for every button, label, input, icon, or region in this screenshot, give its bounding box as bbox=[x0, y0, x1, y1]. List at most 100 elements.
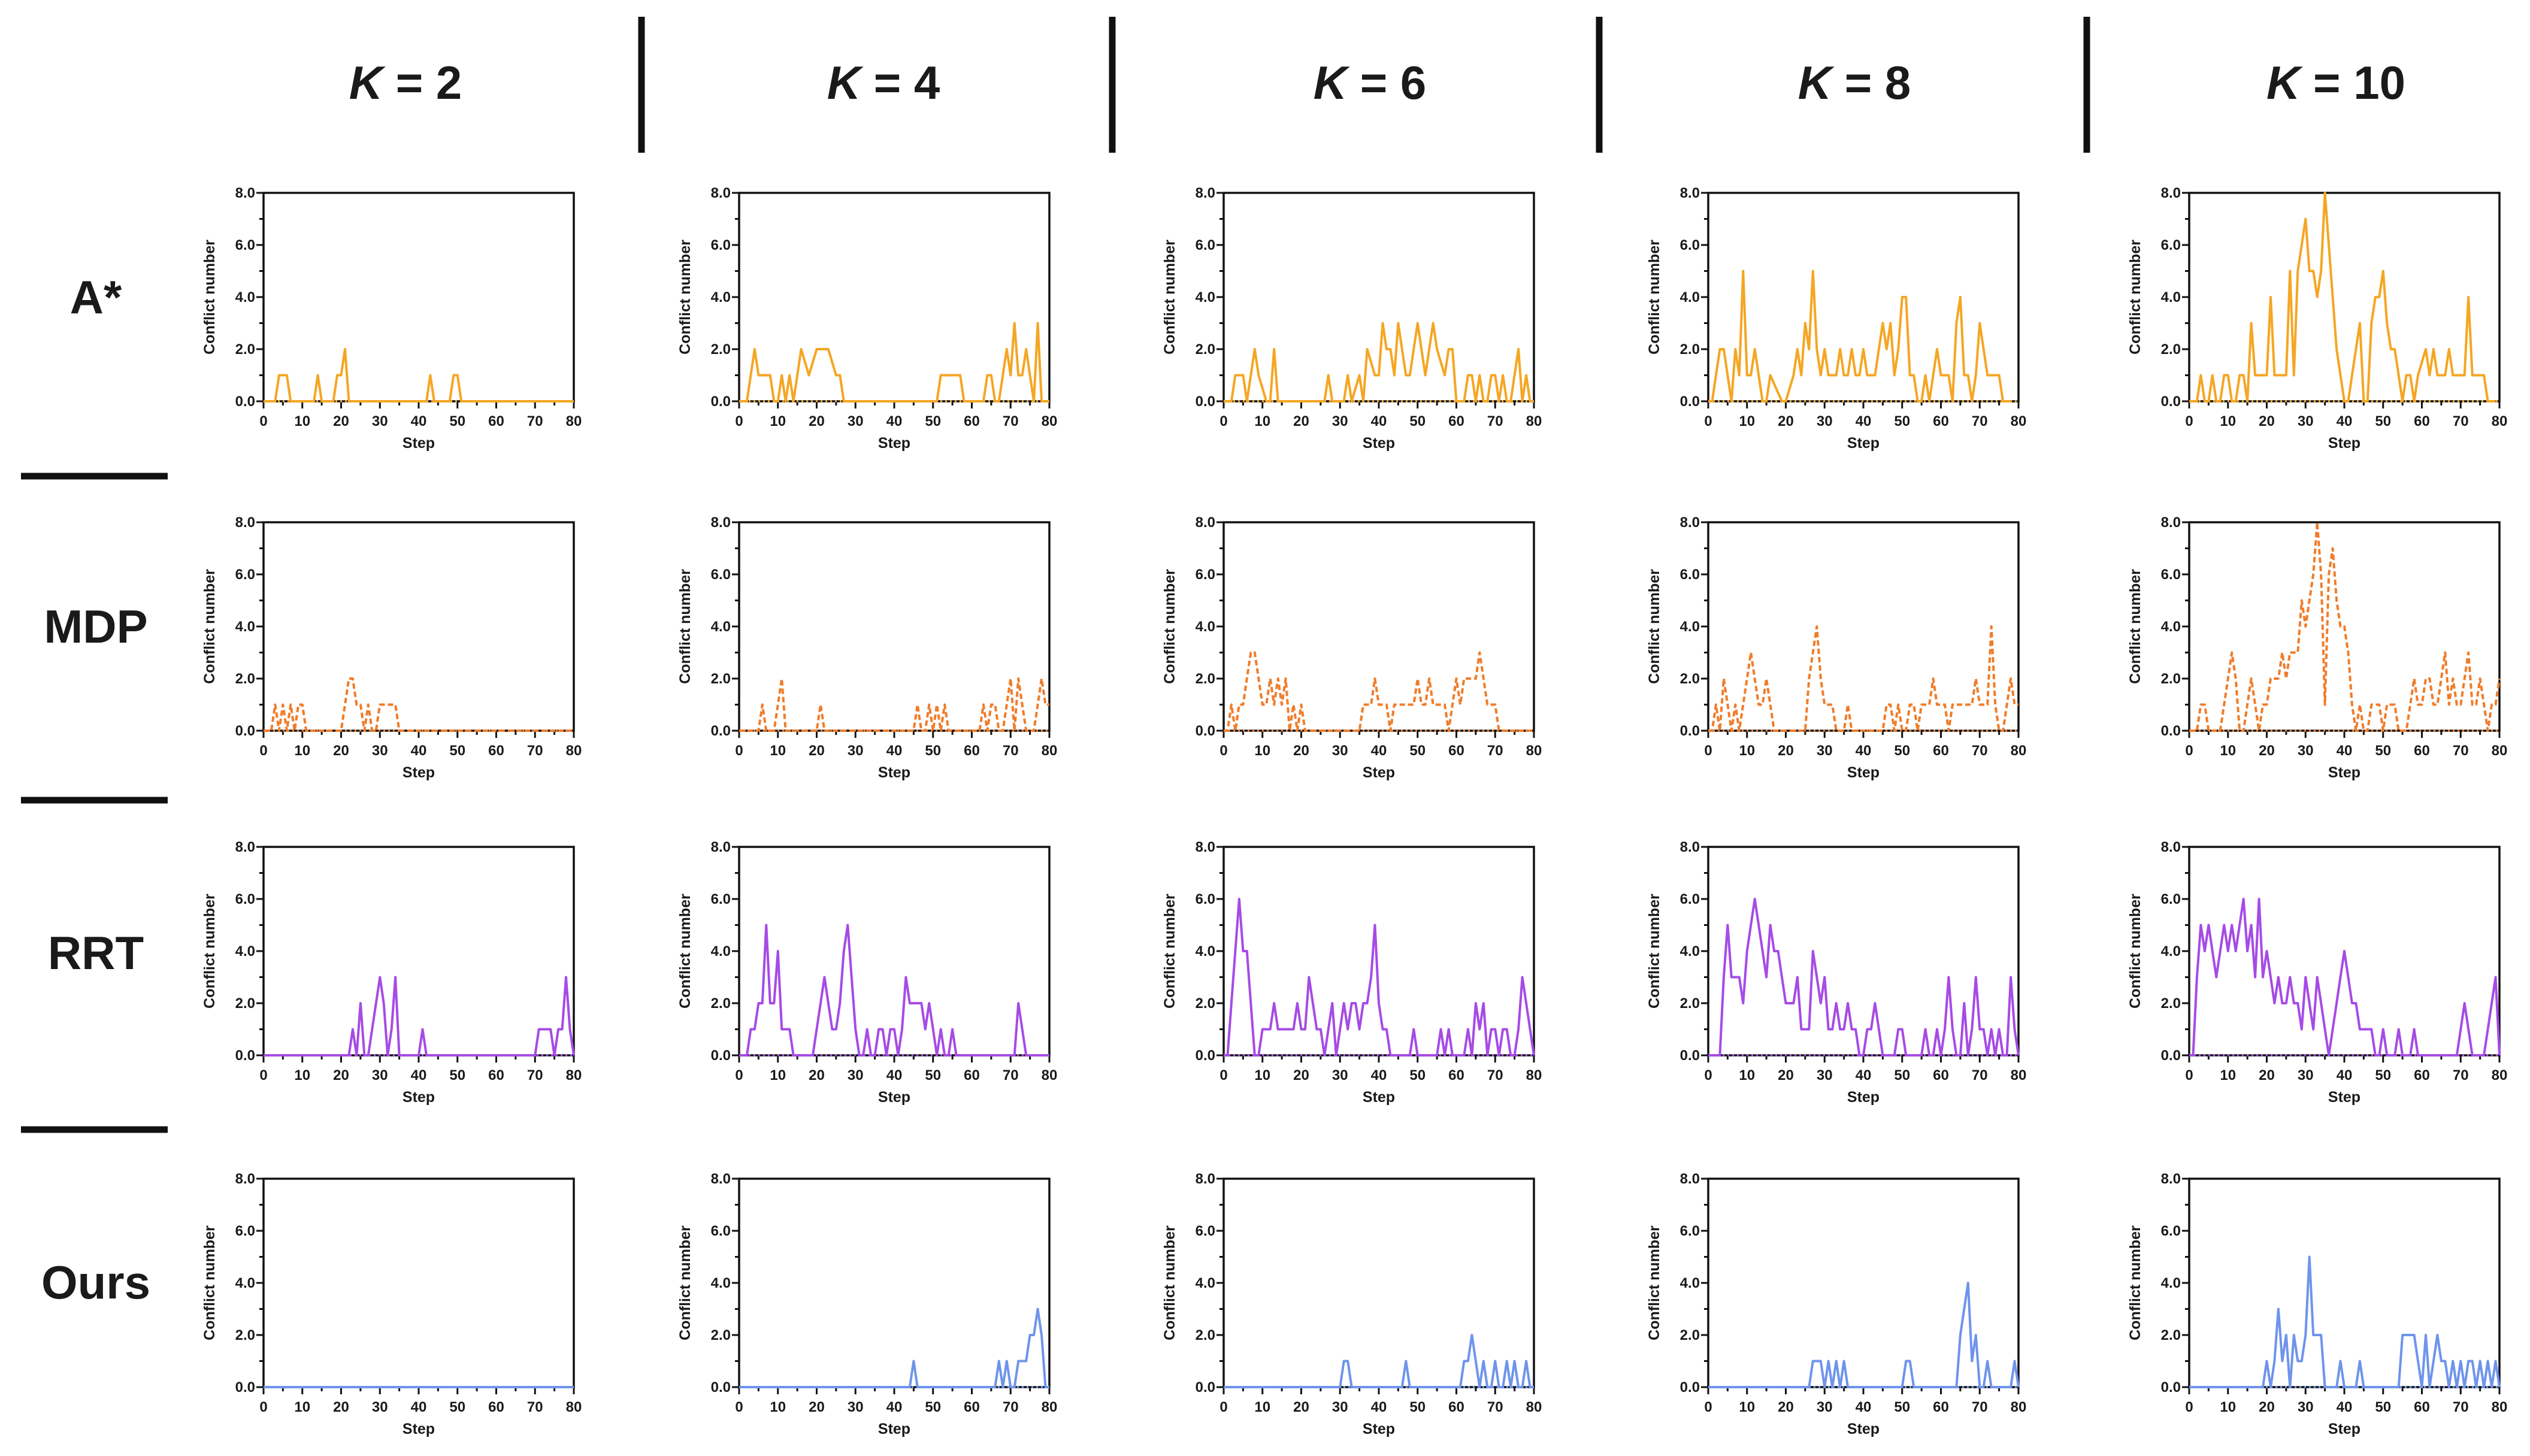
y-tick-label: 0.0 bbox=[1196, 1048, 1215, 1064]
column-header-variable: K bbox=[2266, 56, 2304, 109]
y-tick-label: 2.0 bbox=[235, 995, 255, 1012]
x-tick-label: 60 bbox=[1933, 743, 1949, 759]
x-tick-label: 50 bbox=[449, 743, 465, 759]
y-axis-label: Conflict number bbox=[1646, 569, 1663, 684]
x-tick-label: 60 bbox=[964, 743, 980, 759]
x-tick-label: 10 bbox=[1254, 413, 1270, 429]
chart-panel: 0.0 2.0 4.0 6.0 8.0 0 10 20 30 40 50 60 70 80 Step Conf… bbox=[677, 185, 1057, 452]
x-tick-label: 0 bbox=[1219, 413, 1227, 429]
chart-panel: 0.0 2.0 4.0 6.0 8.0 0 10 20 30 40 50 60 70 80 Step Conf… bbox=[1161, 514, 1542, 781]
series-line bbox=[1224, 322, 1534, 402]
x-tick-label: 70 bbox=[1487, 413, 1503, 429]
x-tick-label: 40 bbox=[886, 413, 903, 429]
chart-panel: 0.0 2.0 4.0 6.0 8.0 0 10 20 30 40 50 60 70 80 Step Conf… bbox=[201, 1171, 582, 1437]
x-tick-label: 0 bbox=[735, 413, 743, 429]
x-tick-label: 20 bbox=[2259, 1067, 2275, 1083]
x-tick-label: 60 bbox=[1933, 1067, 1949, 1083]
x-tick-label: 30 bbox=[1332, 743, 1348, 759]
x-tick-label: 50 bbox=[2375, 413, 2391, 429]
y-tick-label: 6.0 bbox=[235, 891, 255, 907]
column-header-variable: K bbox=[349, 56, 386, 109]
y-tick-label: 4.0 bbox=[235, 619, 255, 635]
x-tick-label: 50 bbox=[449, 1067, 465, 1083]
x-tick-label: 10 bbox=[1739, 413, 1755, 429]
x-tick-label: 0 bbox=[1704, 1399, 1712, 1415]
plot-frame bbox=[1707, 192, 2020, 402]
y-tick-label: 4.0 bbox=[1196, 1275, 1215, 1291]
x-tick-label: 70 bbox=[1487, 1067, 1503, 1083]
x-tick-label: 20 bbox=[809, 1067, 825, 1083]
x-tick-label: 20 bbox=[2259, 413, 2275, 429]
x-tick-label: 30 bbox=[848, 413, 864, 429]
x-tick-label: 20 bbox=[809, 743, 825, 759]
chart-panel: 0.0 2.0 4.0 6.0 8.0 0 10 20 30 40 50 60 70 80 Step Conf… bbox=[201, 839, 582, 1106]
y-tick-label: 2.0 bbox=[2161, 1327, 2181, 1343]
x-tick-label: 0 bbox=[259, 1399, 267, 1415]
x-tick-label: 50 bbox=[1894, 413, 1910, 429]
x-tick-label: 10 bbox=[1254, 743, 1270, 759]
x-tick-label: 10 bbox=[1739, 1399, 1755, 1415]
chart-panel: 0.0 2.0 4.0 6.0 8.0 0 10 20 30 40 50 60 70 80 Step Conf… bbox=[1646, 514, 2026, 781]
x-tick-label: 60 bbox=[488, 1399, 504, 1415]
y-tick-label: 8.0 bbox=[2161, 514, 2181, 531]
column-header-value: = 4 bbox=[861, 56, 940, 109]
x-tick-label: 80 bbox=[2011, 1067, 2027, 1083]
x-tick-label: 0 bbox=[2185, 743, 2193, 759]
y-tick-label: 2.0 bbox=[1196, 995, 1215, 1012]
y-axis-label: Conflict number bbox=[1646, 240, 1663, 355]
x-tick-label: 70 bbox=[1003, 743, 1019, 759]
y-tick-label: 0.0 bbox=[1196, 393, 1215, 410]
column-header: K = 2 bbox=[349, 56, 462, 109]
y-tick-label: 6.0 bbox=[1680, 1223, 1700, 1239]
column-header: K = 4 bbox=[827, 56, 940, 109]
y-axis-label: Conflict number bbox=[2127, 569, 2144, 684]
plot-frame bbox=[738, 521, 1051, 732]
y-tick-label: 2.0 bbox=[1196, 671, 1215, 687]
x-tick-label: 80 bbox=[1526, 413, 1542, 429]
x-tick-label: 30 bbox=[1817, 743, 1833, 759]
x-tick-label: 0 bbox=[735, 743, 743, 759]
x-tick-label: 10 bbox=[2220, 413, 2236, 429]
chart-panel: 0.0 2.0 4.0 6.0 8.0 0 10 20 30 40 50 60 70 80 Step Conf… bbox=[1161, 185, 1542, 452]
x-tick-label: 60 bbox=[964, 413, 980, 429]
x-tick-label: 30 bbox=[848, 1399, 864, 1415]
series-line bbox=[1708, 270, 2011, 402]
x-tick-label: 10 bbox=[770, 1399, 786, 1415]
x-tick-label: 10 bbox=[770, 743, 786, 759]
column-header-value: = 8 bbox=[1832, 56, 1911, 109]
x-tick-label: 60 bbox=[1448, 413, 1464, 429]
x-tick-label: 60 bbox=[2414, 413, 2430, 429]
x-tick-label: 20 bbox=[333, 1067, 349, 1083]
x-axis-label: Step bbox=[402, 1089, 435, 1106]
x-tick-label: 40 bbox=[886, 743, 903, 759]
x-tick-label: 10 bbox=[2220, 1067, 2236, 1083]
x-tick-label: 20 bbox=[1293, 413, 1309, 429]
x-tick-label: 50 bbox=[925, 743, 941, 759]
x-tick-label: 50 bbox=[1409, 1067, 1426, 1083]
y-tick-label: 6.0 bbox=[711, 1223, 731, 1239]
x-tick-label: 10 bbox=[2220, 1399, 2236, 1415]
x-tick-label: 40 bbox=[1856, 1399, 1872, 1415]
x-tick-label: 20 bbox=[1778, 743, 1794, 759]
y-tick-label: 2.0 bbox=[1680, 1327, 1700, 1343]
y-tick-label: 4.0 bbox=[1680, 1275, 1700, 1291]
x-tick-label: 0 bbox=[1219, 743, 1227, 759]
x-axis-label: Step bbox=[1363, 435, 1395, 452]
y-tick-label: 6.0 bbox=[711, 567, 731, 583]
x-tick-label: 40 bbox=[411, 743, 427, 759]
chart-panel: 0.0 2.0 4.0 6.0 8.0 0 10 20 30 40 50 60 70 80 Step Conf… bbox=[2127, 185, 2507, 452]
x-tick-label: 80 bbox=[1526, 743, 1542, 759]
y-tick-label: 0.0 bbox=[711, 393, 731, 410]
x-tick-label: 70 bbox=[1972, 1067, 1988, 1083]
y-tick-label: 8.0 bbox=[1196, 1171, 1215, 1187]
x-tick-label: 60 bbox=[488, 1067, 504, 1083]
y-tick-label: 0.0 bbox=[711, 723, 731, 739]
x-tick-label: 40 bbox=[1371, 743, 1387, 759]
x-tick-label: 70 bbox=[2453, 1399, 2469, 1415]
column-header-value: = 2 bbox=[383, 56, 462, 109]
x-tick-label: 40 bbox=[2337, 413, 2353, 429]
y-tick-label: 0.0 bbox=[1680, 393, 1700, 410]
x-tick-label: 70 bbox=[1487, 1399, 1503, 1415]
y-tick-label: 6.0 bbox=[1196, 237, 1215, 253]
